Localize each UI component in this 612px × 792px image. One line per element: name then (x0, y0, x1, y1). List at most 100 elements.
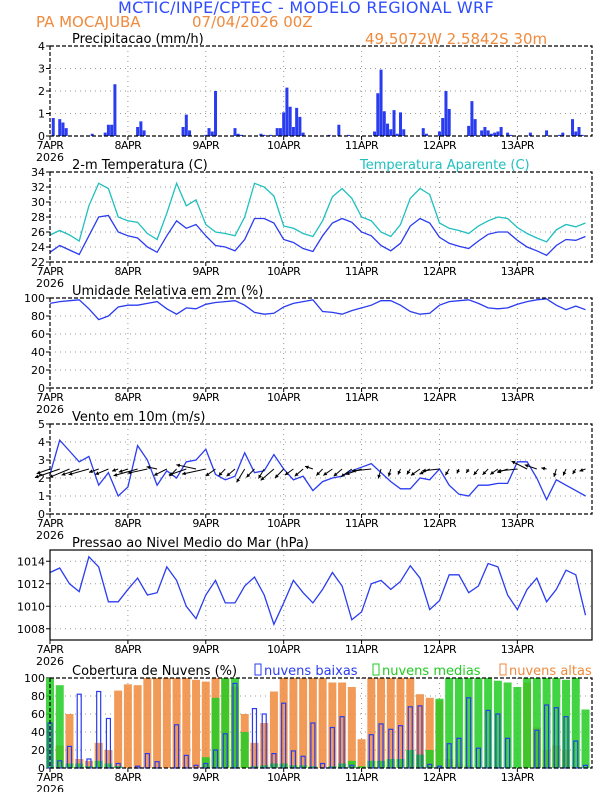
wind-arrow (118, 468, 129, 473)
wind-arrow-shaft (68, 468, 90, 476)
wind-arrow (340, 468, 353, 478)
panel-title: Cobertura de Nuvens (%) (72, 664, 237, 679)
y-tick-label: 24 (31, 241, 45, 254)
panel-3: 0 20 40 60 80 100 Umidade Relativa em 2m (%) 7A… (24, 284, 593, 416)
legend-swatch-icon (254, 663, 262, 676)
y-tick-label: 30 (31, 196, 45, 209)
wind-arrow-head (176, 463, 181, 468)
x-tick-label: 9APR (192, 517, 220, 530)
precip-bar (580, 134, 584, 136)
wind-arrow-head (497, 468, 502, 473)
panel-5: 1008 1010 1012 1014 Pressao ao Nivel Medio d… (17, 536, 593, 668)
wind-arrow-head (553, 472, 557, 477)
wind-arrow (226, 468, 236, 477)
main-title: MCTIC/INPE/CPTEC - MODELO REGIONAL WRF (118, 0, 494, 17)
y-tick-label: 40 (31, 346, 45, 359)
x-tick-label: 7APR (37, 391, 65, 404)
x-tick-label: 13APR (501, 265, 535, 278)
plot-frame (49, 171, 593, 263)
x-tick-label: 10APR (267, 265, 301, 278)
medium-cloud-bar (221, 678, 230, 768)
precip-bar (424, 133, 428, 136)
y-tick-label: 4 (38, 436, 45, 449)
panel-title: 2-m Temperatura (C) (72, 158, 208, 173)
high-cloud-bar (377, 678, 386, 768)
medium-cloud-bar (396, 759, 405, 768)
wind-arrow-head (236, 478, 241, 483)
x-tick-label: 11APR (345, 643, 379, 656)
precip-bar (285, 87, 289, 136)
pressure-line (49, 555, 587, 627)
high-cloud-bar (201, 681, 210, 768)
low-cloud-bar (261, 713, 267, 769)
high-cloud-bar (279, 678, 288, 768)
wind-arrow (111, 468, 119, 472)
precip-bar (58, 119, 62, 136)
wind-arrow-head (49, 474, 54, 478)
wind-arrow (397, 468, 402, 475)
year-label: 2026 (36, 403, 64, 416)
y-tick-label: 40 (31, 726, 45, 739)
high-cloud-bar (338, 682, 347, 768)
y-tick-label: 1012 (17, 578, 45, 591)
precip-bar (136, 127, 140, 136)
wind-arrow (541, 466, 547, 471)
y-tick-label: 3 (38, 63, 45, 76)
wind-arrow-head (112, 468, 117, 472)
plot-frame (49, 423, 593, 515)
precip-bar (298, 116, 302, 136)
medium-cloud-bar (523, 678, 532, 768)
medium-cloud-bar (299, 765, 308, 768)
x-tick-label: 10APR (267, 391, 301, 404)
medium-cloud-bar (260, 765, 269, 768)
precip-bar (204, 134, 208, 136)
medium-cloud-bar (552, 678, 561, 768)
high-cloud-bar (367, 678, 376, 768)
precip-bar (389, 129, 393, 136)
precip-bar (483, 127, 487, 136)
medium-cloud-bar (435, 698, 444, 768)
coordinates-label: 49.5072W 2.5842S 30m (365, 30, 548, 48)
medium-cloud-bar (211, 697, 220, 768)
wind-arrow-head (127, 470, 132, 475)
high-cloud-bar (289, 678, 298, 768)
wind-arrow-head (445, 471, 449, 476)
medium-cloud-bar (493, 680, 502, 768)
wind-arrow-head (456, 469, 461, 474)
wind-arrow-head (323, 471, 328, 476)
medium-cloud-bar (269, 763, 278, 768)
precip-bar (392, 110, 396, 136)
precip-bar (506, 132, 510, 136)
precip-bar (282, 112, 286, 136)
plot-frame (49, 297, 593, 389)
wind-arrow-head (226, 472, 231, 477)
precip-bar (269, 134, 273, 136)
year-label: 2026 (36, 655, 64, 668)
wind-arrow (205, 468, 216, 477)
high-cloud-bar (143, 678, 152, 768)
low-cloud-bar (543, 704, 550, 769)
x-tick-label: 8APR (114, 643, 142, 656)
humidity-line (49, 298, 586, 321)
wind-arrow-head (352, 468, 356, 473)
panel-6: 0 20 40 60 80 100 Cobertura de Nuvens (%) 7APR 8… (24, 664, 593, 792)
wind-arrow (49, 468, 70, 478)
wind-arrow (258, 468, 265, 479)
precip-bar (545, 130, 549, 136)
wind-arrow-head (316, 471, 321, 476)
medium-cloud-bar (425, 750, 434, 768)
wind-arrow-head (345, 471, 350, 476)
medium-cloud-bar (201, 757, 210, 768)
medium-cloud-bar (240, 732, 249, 768)
year-label: 2026 (36, 151, 64, 164)
precip-bar (561, 132, 565, 136)
high-cloud-bar (328, 682, 337, 768)
plot-frame (49, 677, 593, 769)
y-tick-label: 26 (31, 226, 45, 239)
medium-cloud-bar (347, 760, 356, 768)
high-cloud-bar (357, 739, 366, 768)
wind-arrow (260, 468, 275, 481)
panel-4: 0 1 2 3 4 5 Vento em 10m (m/s) 7APR 8APR 9APR 10AP… (34, 410, 593, 542)
medium-cloud-bar (230, 678, 239, 768)
